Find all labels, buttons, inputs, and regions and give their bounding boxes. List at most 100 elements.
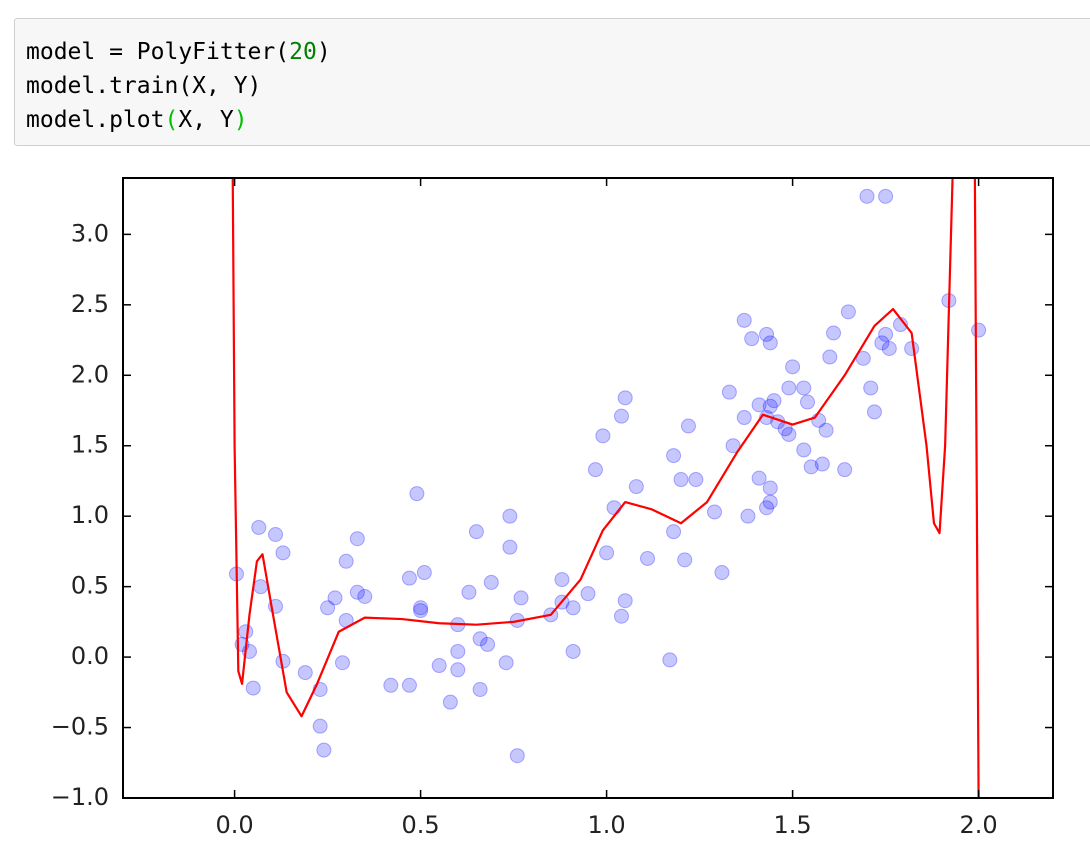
scatter-point: [320, 600, 336, 616]
scatter-point: [357, 589, 373, 604]
scatter-point: [751, 397, 767, 413]
code-token: model.train(X, Y): [26, 73, 262, 99]
scatter-point: [251, 519, 267, 535]
scatter-point: [595, 428, 611, 444]
scatter-point: [316, 742, 332, 758]
scatter-point: [606, 500, 622, 516]
scatter-point: [617, 593, 633, 609]
scatter-point: [338, 553, 354, 569]
scatter-point: [334, 655, 350, 671]
scatter-point: [480, 636, 496, 652]
scatter-point: [826, 325, 842, 341]
code-line: model.plot(X, Y): [26, 103, 331, 137]
scatter-point: [799, 394, 815, 410]
code-line: model.train(X, Y): [26, 69, 331, 103]
code-cell[interactable]: model = PolyFitter(20) model.train(X, Y) m…: [14, 18, 1090, 146]
scatter-point: [781, 380, 797, 396]
scatter-point: [640, 550, 656, 566]
code-token: 20: [289, 39, 317, 65]
scatter-point: [580, 586, 596, 602]
scatter-point: [502, 508, 518, 524]
scatter-point: [472, 631, 488, 647]
scatter-point: [613, 408, 629, 424]
scatter-point: [416, 565, 432, 581]
code-token: model.plot: [26, 107, 165, 133]
code-token: model = PolyFitter(: [26, 39, 290, 65]
y-tick-label: −0.5: [51, 713, 109, 741]
scatter-point: [565, 643, 581, 659]
scatter-point: [613, 608, 629, 624]
scatter-point: [740, 508, 756, 524]
scatter-point: [855, 350, 871, 366]
scatter-point: [762, 335, 778, 351]
scatter-point: [874, 335, 890, 351]
scatter-point: [796, 442, 812, 458]
x-tick-label: 1.0: [588, 811, 626, 839]
scatter-point: [268, 527, 284, 542]
x-tick-label: 2.0: [960, 811, 998, 839]
scatter-point: [666, 448, 682, 464]
scatter-point: [762, 398, 778, 414]
scatter-point: [587, 462, 603, 478]
scatter-point: [706, 504, 722, 520]
scatter-point: [401, 570, 417, 586]
scatter-point: [881, 341, 897, 356]
scatter-point: [762, 494, 778, 510]
scatter-point: [628, 479, 644, 495]
scatter-point: [442, 694, 458, 710]
scatter-point: [725, 438, 741, 454]
scatter-point: [688, 472, 704, 488]
scatter-point: [327, 590, 343, 606]
scatter-point: [866, 404, 882, 420]
scatter-point: [450, 643, 466, 659]
y-tick-label: 1.0: [71, 501, 109, 529]
scatter-point: [513, 590, 529, 606]
scatter-point: [680, 418, 696, 434]
scatter-point: [863, 380, 879, 396]
scatter-point: [565, 600, 581, 616]
y-tick-label: 0.5: [71, 572, 109, 600]
scatter-point: [840, 304, 856, 320]
scatter-point: [785, 359, 801, 375]
x-tick-label: 0.0: [216, 811, 254, 839]
scatter-point: [766, 393, 782, 409]
scatter-point: [781, 426, 797, 442]
scatter-point: [245, 680, 261, 696]
scatter-point: [878, 188, 894, 204]
scatter-point: [878, 326, 894, 342]
scatter-point: [736, 312, 752, 328]
y-tick-label: −1.0: [51, 783, 109, 811]
code-token: ): [233, 107, 248, 133]
scatter-point: [744, 331, 760, 347]
scatter-point: [349, 584, 365, 600]
scatter-point: [502, 539, 518, 555]
scatter-point: [818, 422, 834, 438]
scatter-point: [617, 390, 633, 406]
axes-frame: [122, 177, 1054, 799]
y-tick-label: 2.5: [71, 290, 109, 318]
scatter-point: [751, 470, 767, 486]
scatter-point: [509, 748, 525, 764]
scatter-point: [822, 349, 838, 365]
scatter-point: [413, 600, 429, 616]
scatter-point: [383, 677, 399, 693]
y-tick-label: 0.0: [71, 642, 109, 670]
scatter-point: [721, 384, 737, 400]
scatter-point: [401, 677, 417, 693]
scatter-point: [468, 524, 484, 540]
scatter-point: [759, 326, 775, 342]
scatter-point: [409, 486, 425, 502]
x-tick-label: 1.5: [774, 811, 812, 839]
code: model = PolyFitter(20) model.train(X, Y) m…: [26, 35, 331, 137]
plot-area: [123, 178, 1053, 798]
scatter-point: [450, 662, 466, 678]
x-tick-label: 0.5: [402, 811, 440, 839]
scatter-point: [759, 500, 775, 516]
scatter-point: [238, 624, 254, 640]
scatter-point: [312, 718, 328, 734]
scatter-point: [498, 655, 514, 671]
scatter-point: [736, 410, 752, 426]
scatter-point: [662, 652, 678, 668]
